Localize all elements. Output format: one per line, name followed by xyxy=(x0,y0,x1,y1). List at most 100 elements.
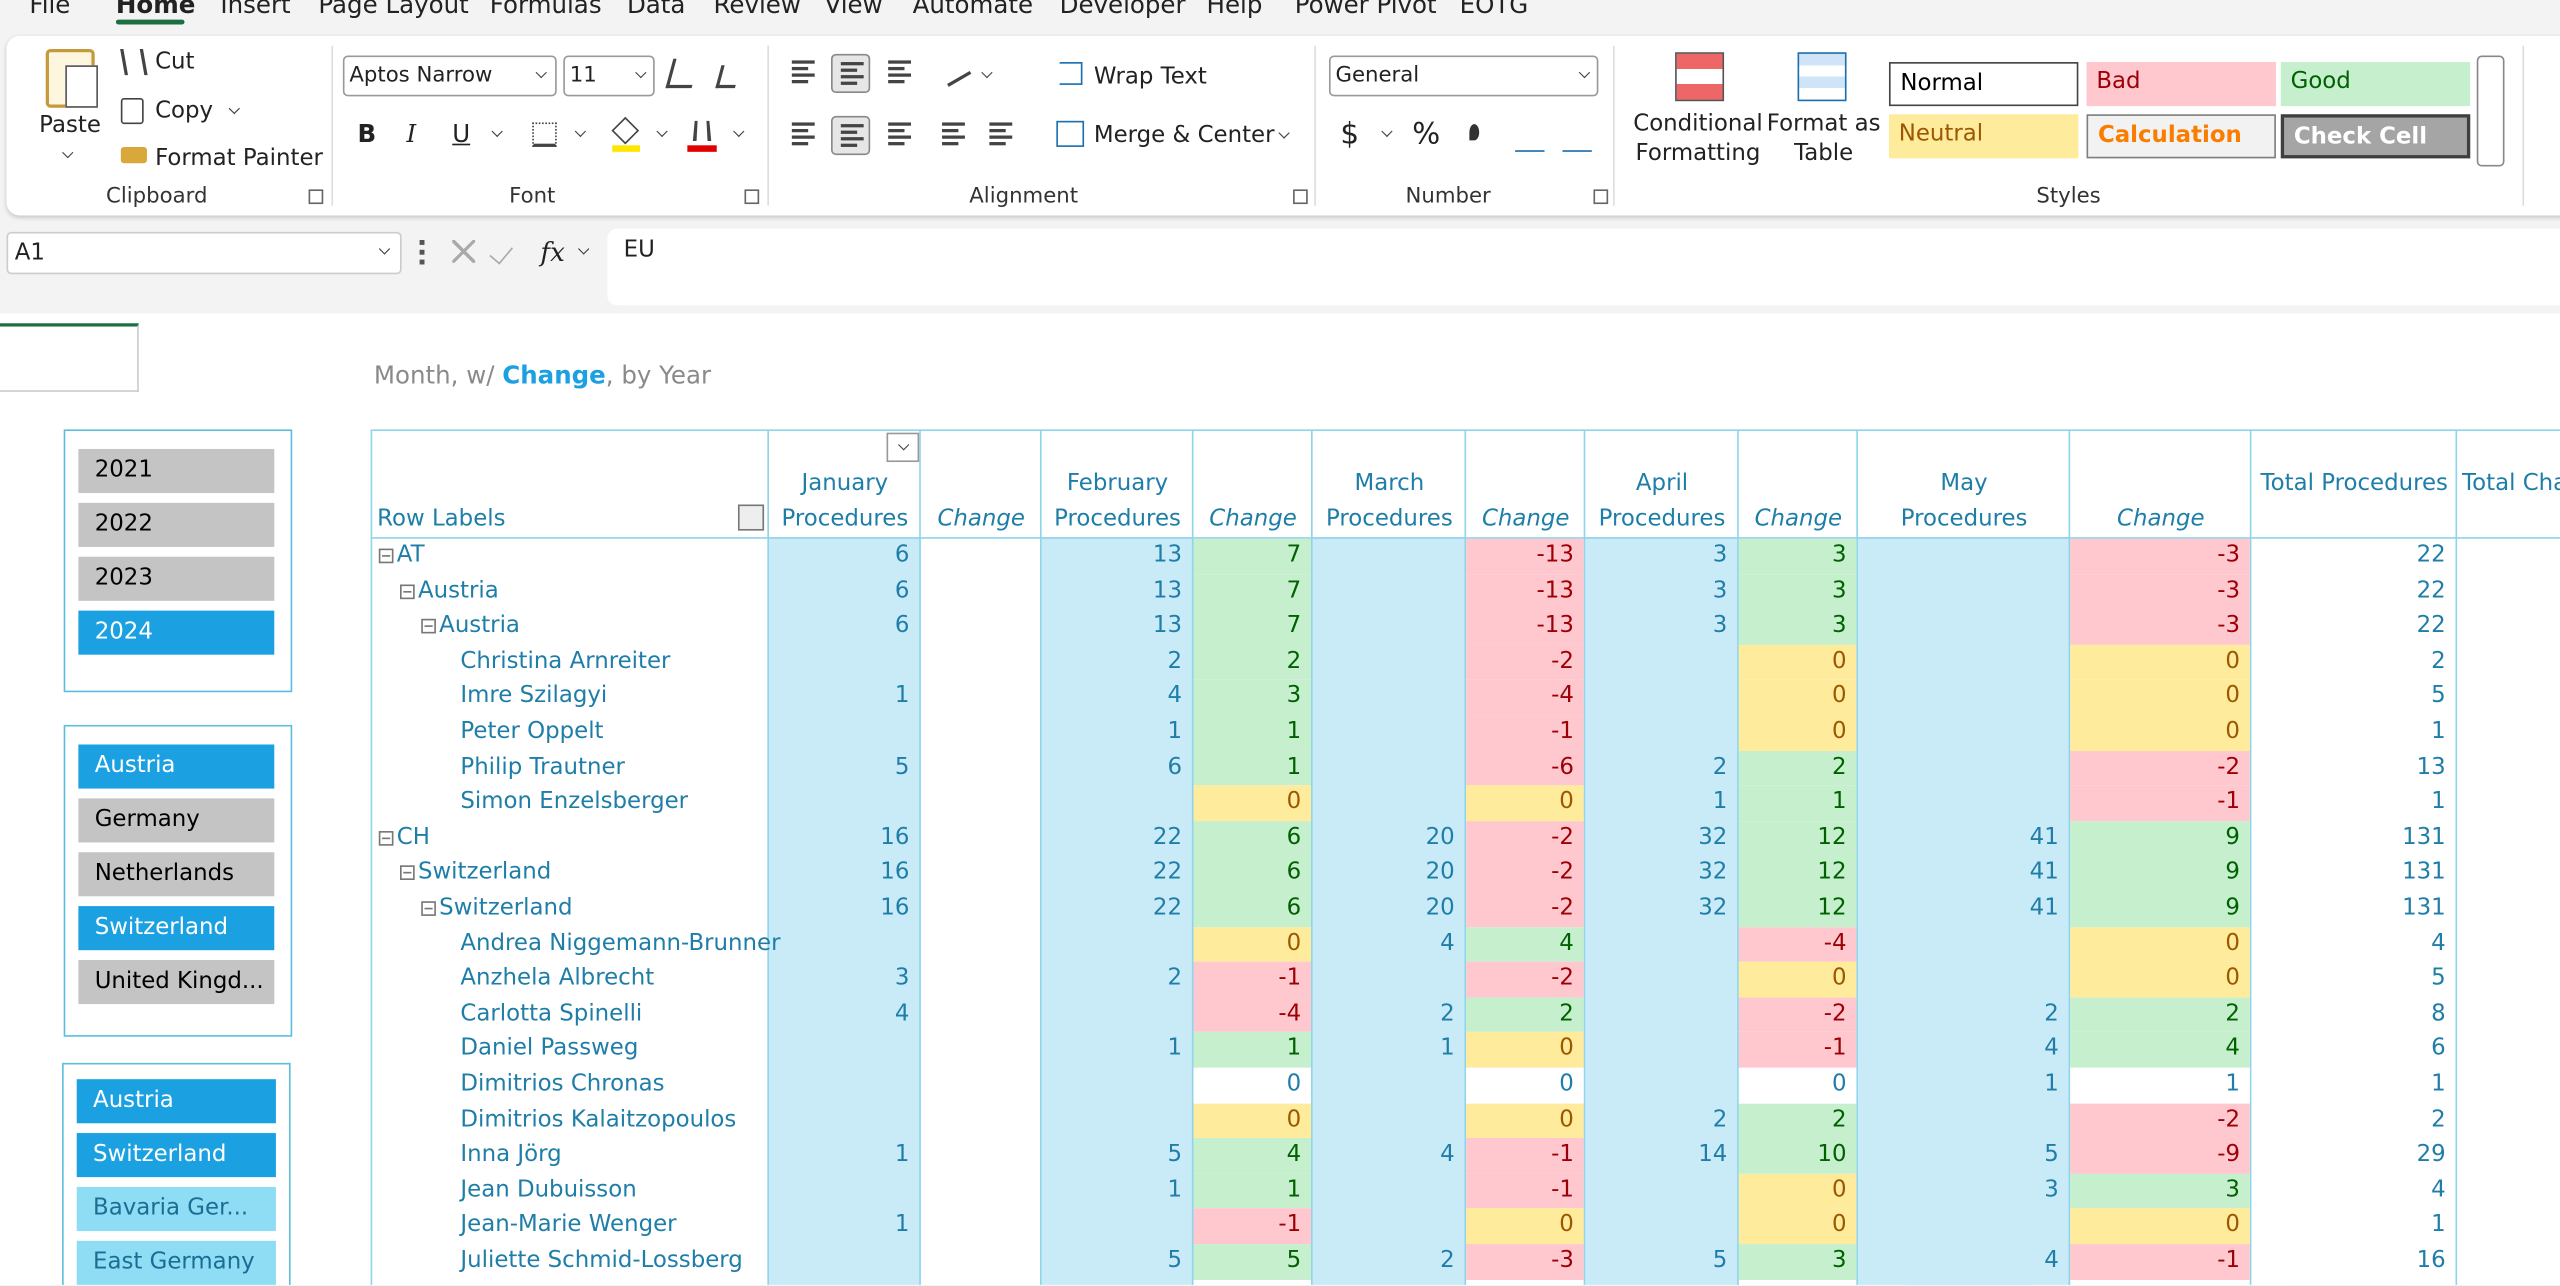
value-cell[interactable] xyxy=(769,1068,919,1103)
dialog-launcher[interactable] xyxy=(744,189,760,205)
value-cell[interactable]: 4 xyxy=(2044,1035,2059,1062)
change-cell[interactable]: 0 xyxy=(1193,1067,1312,1104)
change-cell[interactable]: 3 xyxy=(1193,679,1312,716)
dropdown-arrow[interactable] xyxy=(578,243,590,255)
slicer-item[interactable]: Austria xyxy=(78,744,275,789)
change-cell[interactable] xyxy=(921,539,1040,574)
change-cell[interactable]: 12 xyxy=(1738,891,1857,927)
row-label[interactable]: Andrea Niggemann-Brunner xyxy=(460,929,781,957)
change-cell[interactable] xyxy=(921,1138,1040,1173)
value-cell[interactable] xyxy=(1042,927,1192,962)
value-cell[interactable]: 1 xyxy=(1712,788,1728,815)
value-cell[interactable] xyxy=(769,715,919,750)
value-cell[interactable]: 3 xyxy=(894,965,910,992)
value-cell[interactable] xyxy=(1042,786,1192,821)
change-cell[interactable]: 0 xyxy=(1466,1103,1584,1139)
row-label[interactable]: Dimitrios Chronas xyxy=(460,1071,665,1098)
value-cell[interactable] xyxy=(1585,1209,1737,1244)
value-cell[interactable]: 32 xyxy=(1698,894,1728,921)
value-cell[interactable]: 22 xyxy=(2416,577,2446,604)
collapse-button[interactable] xyxy=(399,865,415,881)
value-cell[interactable]: 4 xyxy=(2044,1247,2059,1274)
value-cell[interactable] xyxy=(1313,1209,1465,1244)
value-cell[interactable] xyxy=(1858,1209,2069,1244)
change-cell[interactable]: 0 xyxy=(1466,1067,1584,1104)
value-cell[interactable] xyxy=(1585,927,1737,962)
value-cell[interactable] xyxy=(1313,962,1465,997)
value-cell[interactable]: 2 xyxy=(1440,1247,1455,1274)
slicer-item[interactable]: Germany xyxy=(78,798,275,843)
change-cell[interactable] xyxy=(921,997,1040,1032)
value-cell[interactable] xyxy=(1858,927,2069,962)
value-cell[interactable]: 41 xyxy=(2029,859,2059,886)
ribbon-tab[interactable]: Formulas xyxy=(489,0,602,20)
change-cell[interactable] xyxy=(921,1209,1040,1244)
value-cell[interactable]: 5 xyxy=(1167,1247,1183,1274)
value-cell[interactable]: 2 xyxy=(1440,1000,1455,1027)
value-cell[interactable] xyxy=(1313,1068,1465,1103)
change-cell[interactable]: -4 xyxy=(1193,997,1312,1033)
value-cell[interactable]: 8 xyxy=(2431,1000,2446,1027)
wrap-text-button[interactable]: Wrap Text xyxy=(1093,63,1207,90)
change-cell[interactable] xyxy=(921,1032,1040,1067)
value-cell[interactable]: 16 xyxy=(2416,1247,2446,1274)
change-cell[interactable]: 0 xyxy=(1193,785,1312,821)
value-cell[interactable] xyxy=(1858,750,2069,785)
ribbon-tab[interactable]: View xyxy=(824,0,883,20)
slicer-item[interactable]: United Kingd... xyxy=(78,959,275,1005)
change-cell[interactable]: 0 xyxy=(1738,679,1857,716)
value-cell[interactable]: 1 xyxy=(1167,1176,1183,1203)
row-labels-filter[interactable] xyxy=(737,504,765,531)
change-cell[interactable]: 1 xyxy=(1193,1032,1312,1068)
change-cell[interactable]: -1 xyxy=(1466,1173,1584,1209)
change-cell[interactable]: 9 xyxy=(2070,891,2250,927)
ribbon-tab[interactable]: Developer xyxy=(1059,0,1186,20)
row-label[interactable]: Switzerland xyxy=(417,859,552,886)
dialog-launcher[interactable] xyxy=(308,189,324,205)
value-cell[interactable]: 20 xyxy=(1425,859,1455,886)
cell-style-check[interactable]: Check Cell xyxy=(2280,114,2471,159)
collapse-button[interactable] xyxy=(378,830,394,846)
value-cell[interactable]: 41 xyxy=(2029,824,2059,851)
row-label[interactable]: CH xyxy=(396,824,430,851)
row-label[interactable]: Christina Arnreiter xyxy=(460,647,671,674)
value-cell[interactable] xyxy=(769,1174,919,1209)
value-cell[interactable]: 16 xyxy=(880,894,910,921)
cell-style-neutral[interactable]: Neutral xyxy=(1888,114,2079,159)
value-cell[interactable] xyxy=(769,927,919,962)
value-cell[interactable] xyxy=(1313,609,1465,644)
value-cell[interactable]: 22 xyxy=(2416,542,2446,569)
value-cell[interactable]: 2 xyxy=(1167,647,1183,674)
value-cell[interactable]: 2 xyxy=(2044,1000,2059,1027)
value-cell[interactable]: 1 xyxy=(1440,1035,1455,1062)
value-cell[interactable]: 5 xyxy=(2044,1141,2059,1168)
change-cell[interactable]: 4 xyxy=(1466,926,1584,962)
slicer-item[interactable]: Switzerland xyxy=(78,906,275,951)
value-cell[interactable]: 32 xyxy=(1698,824,1728,851)
row-label[interactable]: Austria xyxy=(417,577,499,604)
increase-decimal[interactable] xyxy=(1515,119,1545,152)
value-cell[interactable] xyxy=(1313,715,1465,750)
dialog-launcher[interactable] xyxy=(1293,189,1308,205)
value-cell[interactable]: 4 xyxy=(1167,683,1183,710)
ribbon-tab[interactable]: Home xyxy=(115,0,196,20)
row-label[interactable]: Jean-Marie Wenger xyxy=(460,1212,677,1239)
change-cell[interactable]: -3 xyxy=(1466,1244,1584,1280)
value-cell[interactable]: 20 xyxy=(1425,824,1455,851)
conditional-formatting-icon[interactable] xyxy=(1675,52,1725,102)
underline-button[interactable]: U xyxy=(452,119,471,149)
change-cell[interactable]: 9 xyxy=(2070,820,2250,857)
change-cell[interactable]: -1 xyxy=(1193,961,1312,998)
value-cell[interactable]: 1 xyxy=(2431,1212,2446,1239)
enter-button[interactable] xyxy=(489,239,514,265)
value-cell[interactable] xyxy=(769,1103,919,1138)
value-cell[interactable]: 1 xyxy=(2431,788,2446,815)
value-cell[interactable]: 16 xyxy=(880,859,910,886)
collapse-button[interactable] xyxy=(421,901,436,916)
value-cell[interactable]: 20 xyxy=(1425,894,1455,921)
change-cell[interactable]: 4 xyxy=(2070,1032,2250,1068)
change-cell[interactable]: 0 xyxy=(2070,961,2250,998)
value-cell[interactable] xyxy=(1858,786,2069,821)
change-cell[interactable]: -2 xyxy=(1738,997,1857,1033)
slicer-item[interactable]: 2021 xyxy=(78,448,275,494)
